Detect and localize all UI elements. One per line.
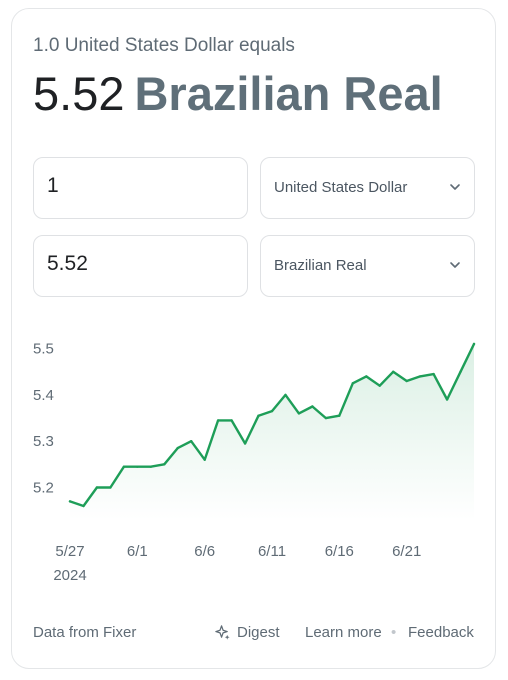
y-tick-label: 5.5 <box>33 341 54 358</box>
exchange-rate-chart[interactable]: 5.5 5.4 5.3 5.2 5/27 6/1 6/6 6/11 6/16 6/21 2024 <box>0 320 508 590</box>
learn-more-link[interactable]: Learn more <box>305 624 382 641</box>
x-tick-label: 6/6 <box>194 543 215 560</box>
chart-point <box>176 446 179 450</box>
chart-point <box>136 465 139 468</box>
chart-point <box>432 372 435 376</box>
from-amount-field[interactable] <box>33 157 248 219</box>
currency-card <box>11 8 496 669</box>
chart-point <box>392 370 395 373</box>
chart-point <box>472 342 476 346</box>
chart-point <box>284 393 287 397</box>
chart-point <box>418 375 422 378</box>
chart-point <box>203 458 206 461</box>
chart-point <box>351 382 354 385</box>
x-tick-label: 5/27 <box>55 543 84 560</box>
rate-value: 5.52 <box>33 67 125 120</box>
conversion-subtitle: 1.0 United States Dollar equals <box>33 35 295 56</box>
chart-point <box>297 412 301 415</box>
chart-point <box>82 504 85 508</box>
chevron-down-icon <box>450 262 460 268</box>
chart-point <box>311 405 314 408</box>
footer-separator: • <box>391 624 397 641</box>
chart-point <box>95 486 99 489</box>
chart-point <box>270 409 274 413</box>
chevron-down-icon <box>450 184 460 190</box>
x-tick-year-label: 2024 <box>53 567 86 584</box>
chart-point <box>257 414 260 417</box>
conversion-result: 5.52 Brazilian Real <box>33 64 443 124</box>
from-amount-input[interactable] <box>47 174 232 198</box>
from-currency-select[interactable]: United States Dollar <box>260 157 475 219</box>
to-amount-field[interactable] <box>33 235 248 297</box>
sparkle-icon <box>215 625 230 640</box>
data-source: Data from Fixer <box>33 624 137 641</box>
chart-point <box>324 416 328 420</box>
y-tick-label: 5.3 <box>33 433 54 450</box>
x-tick-label: 6/21 <box>392 543 421 560</box>
chart-point <box>459 370 462 373</box>
to-amount-input[interactable] <box>47 252 232 276</box>
from-currency-label: United States Dollar <box>274 179 408 196</box>
x-tick-label: 6/11 <box>258 543 286 560</box>
y-tick-label: 5.2 <box>33 480 54 497</box>
chart-point <box>378 384 381 387</box>
chart-point <box>365 375 368 378</box>
chart-point <box>163 463 166 466</box>
chart-point <box>68 500 72 503</box>
chart-point <box>405 379 408 383</box>
chart-point <box>216 419 220 422</box>
feedback-link[interactable]: Feedback <box>408 624 474 641</box>
chart-point <box>230 419 233 422</box>
digest-button[interactable]: Digest <box>214 624 280 641</box>
rate-currency: Brazilian Real <box>134 67 443 120</box>
chart-point <box>445 398 449 401</box>
x-tick-label: 6/1 <box>127 543 148 560</box>
chart-point <box>243 442 247 445</box>
chart-area-fill <box>70 344 474 520</box>
chart-point <box>338 414 341 417</box>
digest-label: Digest <box>237 624 280 641</box>
y-tick-label: 5.4 <box>33 387 54 404</box>
chart-point <box>122 465 126 468</box>
to-currency-label: Brazilian Real <box>274 257 367 274</box>
x-tick-label: 6/16 <box>325 543 354 560</box>
chart-point <box>190 440 193 443</box>
to-currency-select[interactable]: Brazilian Real <box>260 235 475 297</box>
chart-point <box>109 486 112 489</box>
chart-point <box>149 465 152 468</box>
